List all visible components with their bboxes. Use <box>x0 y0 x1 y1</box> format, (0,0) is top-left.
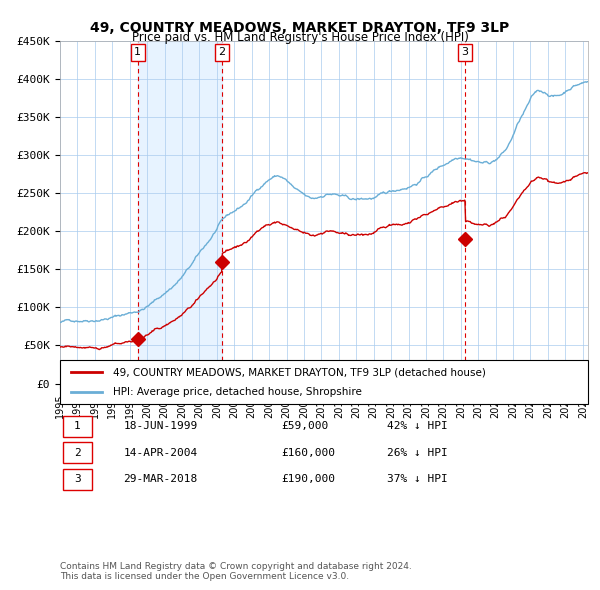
Text: Contains HM Land Registry data © Crown copyright and database right 2024.
This d: Contains HM Land Registry data © Crown c… <box>60 562 412 581</box>
Text: 14-APR-2004: 14-APR-2004 <box>124 448 197 458</box>
Text: Price paid vs. HM Land Registry's House Price Index (HPI): Price paid vs. HM Land Registry's House … <box>131 31 469 44</box>
Text: 3: 3 <box>74 474 80 484</box>
FancyBboxPatch shape <box>62 415 92 437</box>
FancyBboxPatch shape <box>60 360 588 404</box>
FancyBboxPatch shape <box>62 468 92 490</box>
Text: £59,000: £59,000 <box>282 421 329 431</box>
Text: HPI: Average price, detached house, Shropshire: HPI: Average price, detached house, Shro… <box>113 387 362 396</box>
Text: £190,000: £190,000 <box>282 474 336 484</box>
Text: 1: 1 <box>74 421 80 431</box>
Bar <box>138 41 222 384</box>
Text: 2: 2 <box>74 448 80 458</box>
Text: 49, COUNTRY MEADOWS, MARKET DRAYTON, TF9 3LP: 49, COUNTRY MEADOWS, MARKET DRAYTON, TF9… <box>91 21 509 35</box>
Text: 42% ↓ HPI: 42% ↓ HPI <box>388 421 448 431</box>
Text: 18-JUN-1999: 18-JUN-1999 <box>124 421 197 431</box>
Text: 29-MAR-2018: 29-MAR-2018 <box>124 474 197 484</box>
Text: 1: 1 <box>134 47 141 57</box>
Text: £160,000: £160,000 <box>282 448 336 458</box>
FancyBboxPatch shape <box>62 442 92 464</box>
Text: 49, COUNTRY MEADOWS, MARKET DRAYTON, TF9 3LP (detached house): 49, COUNTRY MEADOWS, MARKET DRAYTON, TF9… <box>113 368 485 377</box>
Text: 3: 3 <box>461 47 469 57</box>
Text: 2: 2 <box>218 47 225 57</box>
Text: 37% ↓ HPI: 37% ↓ HPI <box>388 474 448 484</box>
Text: 26% ↓ HPI: 26% ↓ HPI <box>388 448 448 458</box>
